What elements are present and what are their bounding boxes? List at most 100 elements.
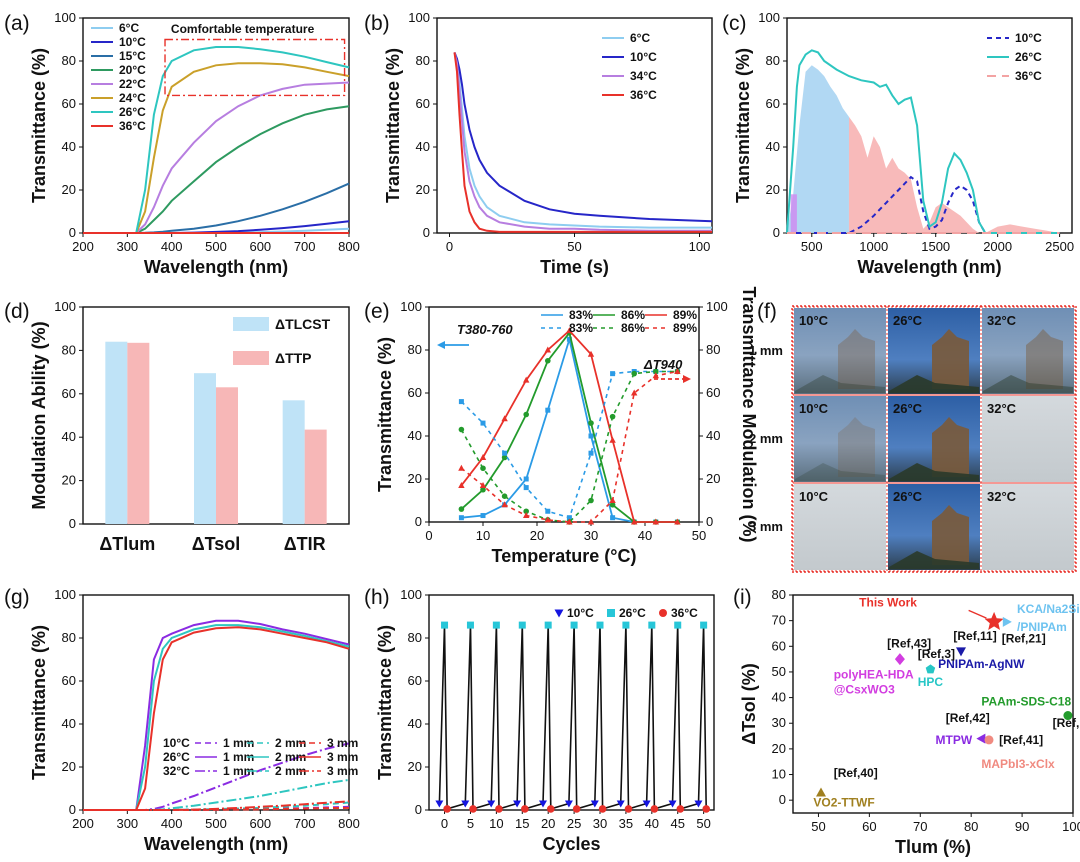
data-marker — [521, 805, 529, 813]
ground-shape — [983, 375, 1073, 393]
data-marker — [469, 805, 477, 813]
y-tick-label: 80 — [62, 630, 76, 645]
data-marker — [518, 621, 526, 629]
legend-label: 2 mm — [275, 764, 306, 778]
data-marker — [598, 805, 607, 813]
x-tick-label: 10 — [489, 816, 503, 831]
legend-label: 89% — [673, 321, 697, 335]
photo-cell — [982, 308, 1074, 394]
panel-e-label: (e) — [364, 300, 390, 323]
x-tick-label: 80 — [964, 819, 978, 834]
data-marker — [610, 515, 616, 521]
y-tick-label: 60 — [62, 386, 76, 401]
x-tick-label: 30 — [593, 816, 607, 831]
legend-label: 34°C — [630, 69, 657, 83]
series-line-1 — [453, 52, 713, 223]
photo-cell — [982, 484, 1074, 570]
y-axis-title: Modulation Ability (%) — [29, 321, 49, 509]
solar-spectrum-uv — [790, 194, 797, 233]
panel-h-label: (h) — [364, 586, 390, 609]
photo-temp-label: 26°C — [893, 401, 923, 416]
y-tick-label: 80 — [766, 53, 780, 68]
data-marker — [523, 508, 529, 515]
plot-frame — [428, 594, 715, 811]
point-3 — [894, 653, 905, 666]
series-line-3 — [453, 52, 712, 233]
comfortable-annotation: Comfortable temperature — [171, 22, 315, 36]
y-tick-label: 80 — [62, 53, 76, 68]
plot-frame — [436, 17, 713, 234]
ground-shape — [889, 463, 979, 481]
photo-cell-border — [980, 482, 1076, 572]
bar-0-2 — [282, 400, 305, 524]
legend-marker — [554, 609, 564, 618]
point-6 — [976, 733, 986, 744]
data-marker — [466, 621, 474, 629]
data-marker — [458, 464, 465, 471]
x-tick-label: 800 — [338, 239, 360, 254]
x-tick-label: 20 — [530, 528, 544, 543]
data-marker — [622, 621, 630, 629]
data-marker — [458, 515, 464, 521]
arrow-right-head — [683, 375, 691, 383]
legend-label: 36°C — [630, 88, 657, 102]
x-axis-title: Wavelength (nm) — [144, 834, 288, 854]
y-tick-label: 40 — [416, 139, 430, 154]
y-tick-label: 20 — [772, 741, 786, 756]
data-marker — [566, 327, 573, 334]
x-tick-label: 1500 — [921, 239, 950, 254]
y-tick-label: 0 — [779, 792, 786, 807]
x-axis-title: Time (s) — [540, 257, 609, 277]
y-tick-label: 20 — [62, 759, 76, 774]
photo-temp-label: 10°C — [799, 489, 829, 504]
data-marker — [544, 621, 552, 629]
legend-label: 3 mm — [327, 750, 358, 764]
series-line-0 — [453, 52, 712, 229]
photo-cell — [794, 484, 886, 570]
data-marker — [609, 413, 616, 420]
ground-shape — [889, 551, 979, 569]
category-label: ΔTIR — [284, 534, 326, 554]
y-tick-label: 100 — [54, 10, 76, 25]
point-5 — [1063, 711, 1073, 721]
legend-label: 10°C — [119, 35, 146, 49]
data-marker — [458, 506, 465, 512]
y-tick-label: 80 — [408, 342, 422, 357]
legend-label: 1 mm — [223, 750, 254, 764]
bar-0-0 — [105, 341, 128, 524]
panel-f-label: (f) — [757, 300, 777, 323]
legend-label: 36°C — [671, 606, 698, 620]
x-tick-label: 700 — [294, 239, 316, 254]
y-tick-label: 0 — [423, 225, 430, 240]
data-marker — [587, 350, 595, 357]
data-marker — [492, 621, 500, 629]
panel-c-label: (c) — [722, 12, 747, 35]
y-axis-title: Transmittance (%) — [29, 625, 49, 780]
y-tick-label: 20 — [416, 182, 430, 197]
y2-tick-label: 40 — [706, 428, 720, 443]
data-marker — [652, 518, 659, 525]
y-tick-label: 20 — [766, 182, 780, 197]
x-tick-label: 25 — [567, 816, 581, 831]
label-ref21: [Ref,21] — [1002, 631, 1046, 645]
x-tick-label: 200 — [72, 816, 94, 831]
photo-cell — [982, 396, 1074, 482]
x-tick-label: 500 — [205, 239, 227, 254]
panel-a-chart: 200 300 400 500 600 700 800 0 20 40 60 80 100 Wavelen… — [29, 10, 360, 277]
category-label: ΔTlum — [99, 534, 155, 554]
bar-1-1 — [216, 387, 238, 524]
series-line-5 — [460, 370, 678, 523]
solar-spectrum-visible — [787, 65, 849, 233]
legend-swatch — [233, 351, 269, 365]
legend-label: 36°C — [1015, 69, 1042, 83]
label-ref41: [Ref,41] — [999, 733, 1043, 747]
data-marker — [523, 476, 529, 482]
data-marker — [572, 805, 581, 813]
x-tick-label: 400 — [161, 816, 183, 831]
data-marker — [501, 493, 508, 500]
panel-h-chart: 0 5 10 15 20 25 30 35 40 45 50 0 20 40 60 80 100 Cycles Tr… — [375, 587, 715, 854]
x-axis-title: Cycles — [542, 834, 600, 854]
y-tick-label: 0 — [773, 225, 780, 240]
photo-temp-label: 26°C — [893, 489, 923, 504]
data-marker — [502, 450, 508, 456]
